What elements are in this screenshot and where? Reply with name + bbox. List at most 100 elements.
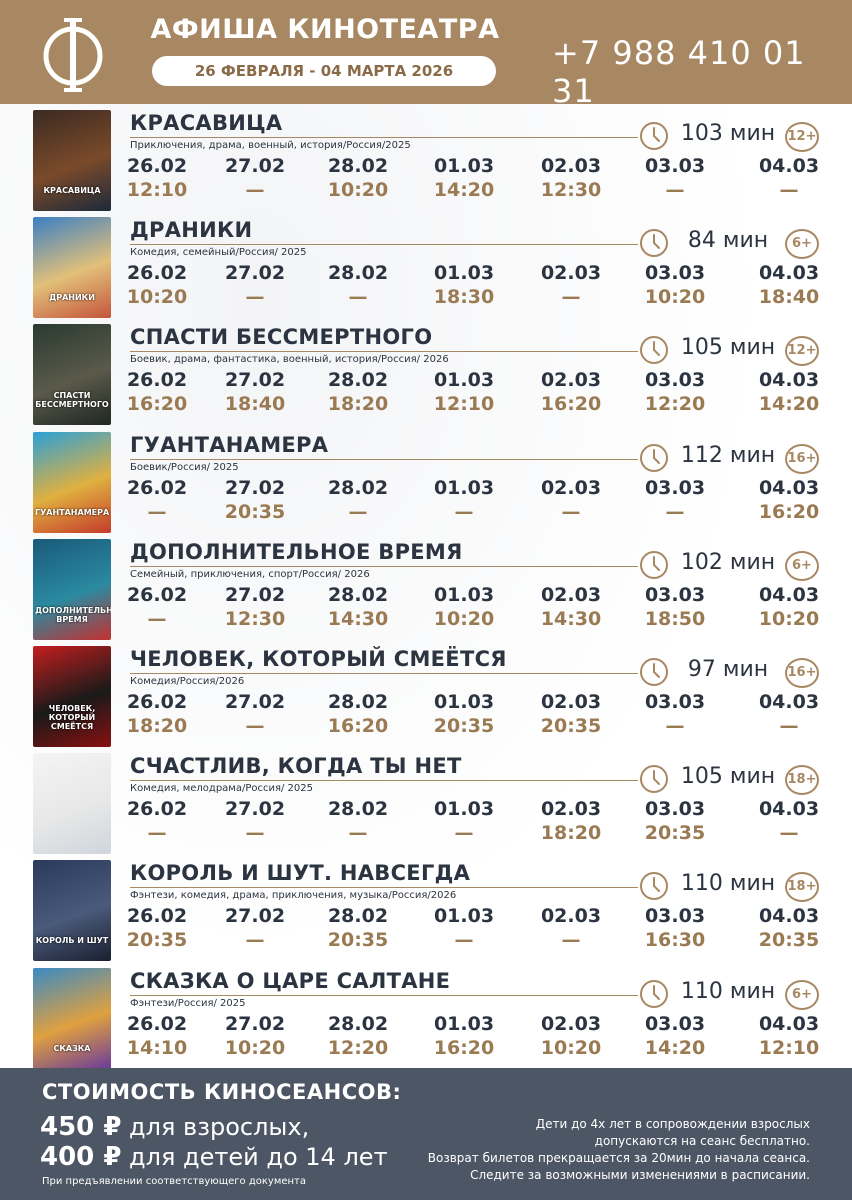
showtime-cell[interactable]: 02.03 20:35 xyxy=(526,691,616,739)
background xyxy=(0,104,852,1068)
showtime-cell[interactable]: 04.03 16:20 xyxy=(744,477,834,525)
movie-poster[interactable]: ЧЕЛОВЕК, КОТОРЫЙ СМЕЁТСЯ xyxy=(33,646,111,747)
movie-poster[interactable]: ДОПОЛНИТЕЛЬНОЕ ВРЕМЯ xyxy=(33,538,111,640)
showtime-cell[interactable]: 28.02 12:20 xyxy=(313,1013,403,1061)
showtime-cell[interactable]: 03.03— xyxy=(630,477,720,525)
showtime-cell[interactable]: 03.03 10:20 xyxy=(630,262,720,310)
showtime-cell[interactable]: 28.02 16:20 xyxy=(313,691,403,739)
showtime-cell[interactable]: 04.03 10:20 xyxy=(744,584,834,632)
showtime-cell[interactable]: 02.03 10:20 xyxy=(526,1013,616,1061)
showtime-cell[interactable]: 03.03— xyxy=(630,691,720,739)
showtime-cell[interactable]: 28.02— xyxy=(313,798,403,846)
showtime-cell[interactable]: 03.03 20:35 xyxy=(630,798,720,846)
movie-poster[interactable]: КРАСАВИЦА xyxy=(33,110,111,211)
movie-poster[interactable]: ГУАНТАНАМЕРА xyxy=(33,431,111,533)
document-note: При предъявлении соответствующего докуме… xyxy=(42,1176,307,1187)
showtime-cell[interactable]: 04.03 12:10 xyxy=(744,1013,834,1061)
showtime-cell[interactable]: 01.03 16:20 xyxy=(419,1013,509,1061)
age-rating-badge: 16+ xyxy=(785,443,819,474)
movie-poster[interactable]: КОРОЛЬ И ШУТ xyxy=(33,860,111,962)
showtime-cell[interactable]: 26.02 18:20 xyxy=(112,691,202,739)
showtime-date: 26.02 xyxy=(126,155,188,177)
showtime-cell[interactable]: 02.03 14:30 xyxy=(526,584,616,632)
showtime-cell[interactable]: 01.03— xyxy=(419,798,509,846)
showtime-cell[interactable]: 26.02— xyxy=(112,584,202,632)
showtime-cell[interactable]: 27.02— xyxy=(210,155,300,203)
showtime-cell[interactable]: 27.02 20:35 xyxy=(210,477,300,525)
prices-title: СТОИМОСТЬ КИНОСЕАНСОВ: xyxy=(42,1080,402,1104)
showtime-date: 02.03 xyxy=(540,155,602,177)
price-adult-label: для взрослых, xyxy=(121,1113,310,1141)
showtime-cell[interactable]: 01.03 10:20 xyxy=(419,584,509,632)
showtime-time: — xyxy=(561,929,581,952)
showtime-date: 28.02 xyxy=(327,155,389,177)
showtime-cell[interactable]: 28.02— xyxy=(313,262,403,310)
showtime-cell[interactable]: 02.03— xyxy=(526,477,616,525)
showtime-cell[interactable]: 28.02 14:30 xyxy=(313,584,403,632)
showtime-cell[interactable]: 04.03— xyxy=(744,155,834,203)
showtime-cell[interactable]: 03.03 18:50 xyxy=(630,584,720,632)
showtime-time: 14:10 xyxy=(126,1036,188,1059)
showtime-cell[interactable]: 27.02— xyxy=(210,262,300,310)
showtime-cell[interactable]: 02.03 12:30 xyxy=(526,155,616,203)
showtime-cell[interactable]: 01.03— xyxy=(419,477,509,525)
showtime-cell[interactable]: 04.03 14:20 xyxy=(744,369,834,417)
phone-number[interactable]: +7 988 410 01 31 xyxy=(552,34,806,110)
showtime-cell[interactable]: 27.02— xyxy=(210,798,300,846)
showtime-cell[interactable]: 27.02 12:30 xyxy=(210,584,300,632)
showtime-cell[interactable]: 26.02— xyxy=(112,798,202,846)
showtime-cell[interactable]: 03.03— xyxy=(630,155,720,203)
movie-poster[interactable]: СПАСТИ БЕССМЕРТНОГО xyxy=(33,324,111,426)
showtime-time: 16:20 xyxy=(126,393,188,416)
movie-block: СКАЗКА СКАЗКА О ЦАРЕ САЛТАНЕ Фэнтези/Росси… xyxy=(0,965,852,1072)
movie-poster[interactable]: СКАЗКА xyxy=(33,967,111,1069)
showtime-cell[interactable]: 02.03— xyxy=(526,905,616,953)
showtime-cell[interactable]: 01.03 12:10 xyxy=(419,369,509,417)
showtime-cell[interactable]: 26.02 14:10 xyxy=(112,1013,202,1061)
showtime-cell[interactable]: 03.03 12:20 xyxy=(630,369,720,417)
showtime-cell[interactable]: 26.02 10:20 xyxy=(112,262,202,310)
showtime-date: 26.02 xyxy=(126,1012,188,1035)
movie-poster[interactable]: ДРАНИКИ xyxy=(33,217,111,319)
divider xyxy=(130,887,638,889)
showtime-cell[interactable]: 02.03 18:20 xyxy=(526,798,616,846)
movie-poster[interactable] xyxy=(33,753,111,855)
showtime-cell[interactable]: 26.02 12:10 xyxy=(112,155,202,203)
showtime-cell[interactable]: 28.02 18:20 xyxy=(313,369,403,417)
showtime-cell[interactable]: 27.02— xyxy=(210,905,300,953)
showtime-cell[interactable]: 28.02 10:20 xyxy=(313,155,403,203)
showtime-cell[interactable]: 03.03 16:30 xyxy=(630,905,720,953)
showtime-cell[interactable]: 26.02 20:35 xyxy=(112,905,202,953)
showtime-cell[interactable]: 27.02 18:40 xyxy=(210,369,300,417)
showtime-cell[interactable]: 04.03— xyxy=(744,691,834,739)
showtime-cell[interactable]: 03.03 14:20 xyxy=(630,1013,720,1061)
poster-caption: КРАСАВИЦА xyxy=(43,186,101,195)
showtime-cell[interactable]: 02.03— xyxy=(526,262,616,310)
showtime-cell[interactable]: 04.03— xyxy=(744,798,834,846)
showtime-cell[interactable]: 04.03 20:35 xyxy=(744,905,834,953)
showtime-time: 10:20 xyxy=(758,607,820,630)
showtime-cell[interactable]: 27.02— xyxy=(210,691,300,739)
showtime-time: 12:10 xyxy=(126,179,188,201)
showtime-cell[interactable]: 28.02 20:35 xyxy=(313,905,403,953)
movie-duration: 102 мин xyxy=(680,549,776,575)
showtime-cell[interactable]: 01.03 18:30 xyxy=(419,262,509,310)
movie-genre: Приключения, драма, военный, история/Рос… xyxy=(130,140,411,151)
showtime-time: 14:20 xyxy=(758,393,820,416)
showtime-cell[interactable]: 02.03 16:20 xyxy=(526,369,616,417)
showtime-cell[interactable]: 26.02— xyxy=(112,477,202,525)
showtime-date: 04.03 xyxy=(758,691,820,713)
showtime-cell[interactable]: 01.03 14:20 xyxy=(419,155,509,203)
showtime-cell[interactable]: 01.03— xyxy=(419,905,509,953)
showtime-date: 01.03 xyxy=(433,1012,495,1035)
clock-icon xyxy=(640,229,668,258)
header: АФИША КИНОТЕАТРА 26 ФЕВРАЛЯ - 04 МАРТА 2… xyxy=(0,0,852,110)
showtime-cell[interactable]: 26.02 16:20 xyxy=(112,369,202,417)
showtime-cell[interactable]: 27.02 10:20 xyxy=(210,1013,300,1061)
showtime-cell[interactable]: 01.03 20:35 xyxy=(419,691,509,739)
showtime-date: 01.03 xyxy=(433,798,495,821)
showtime-date: 02.03 xyxy=(540,583,602,606)
showtime-cell[interactable]: 04.03 18:40 xyxy=(744,262,834,310)
showtime-cell[interactable]: 28.02— xyxy=(313,477,403,525)
showtime-date: 03.03 xyxy=(644,369,706,392)
